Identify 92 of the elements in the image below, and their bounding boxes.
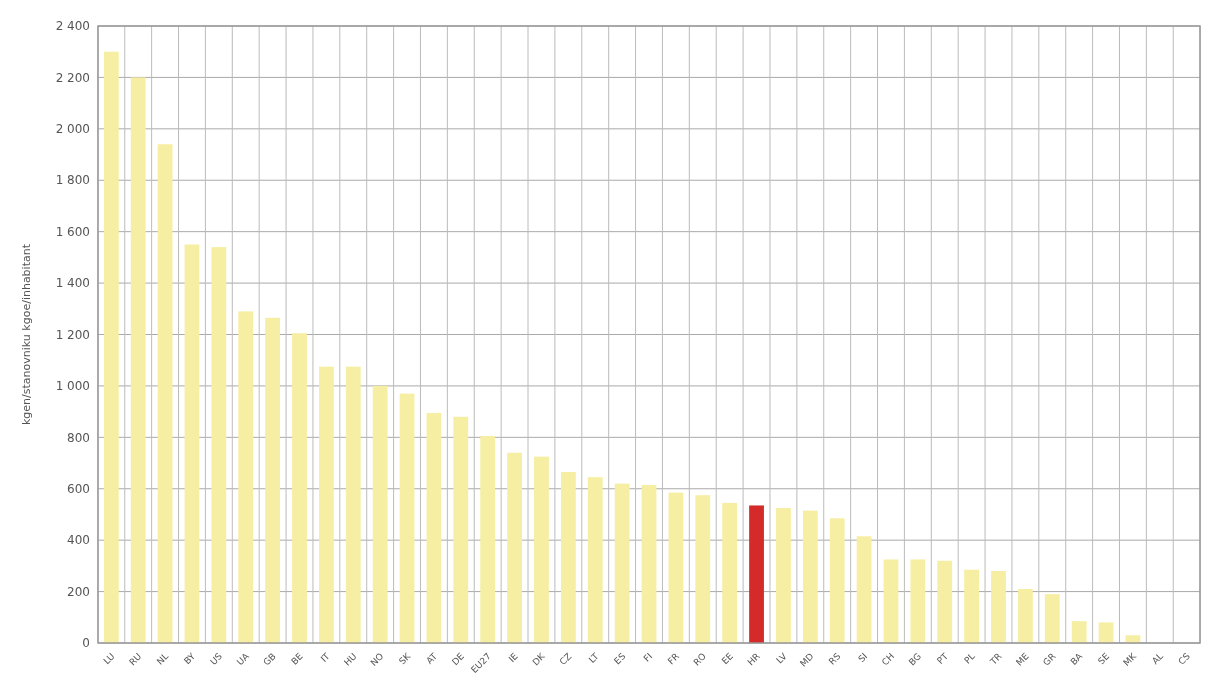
x-tick-label: TR bbox=[987, 651, 1004, 668]
bar bbox=[453, 416, 469, 643]
y-tick-label: 2 000 bbox=[55, 122, 90, 137]
bar bbox=[695, 495, 711, 643]
bar bbox=[883, 559, 899, 643]
y-tick-label: 2 400 bbox=[55, 19, 90, 34]
bar bbox=[856, 536, 872, 643]
bar bbox=[372, 385, 388, 643]
x-tick-label: FI bbox=[641, 651, 655, 664]
x-tick-label: LV bbox=[774, 650, 790, 666]
x-tick-label: EE bbox=[719, 650, 736, 667]
y-tick-label: 800 bbox=[67, 430, 90, 445]
x-tick-label: DE bbox=[450, 650, 467, 668]
x-tick-label: IT bbox=[318, 650, 332, 664]
y-tick-label: 2 200 bbox=[55, 70, 90, 85]
x-tick-label: CH bbox=[879, 651, 897, 668]
x-tick-label: MK bbox=[1121, 650, 1139, 668]
x-tick-label: SI bbox=[856, 651, 870, 665]
y-tick-label: 1 600 bbox=[55, 224, 90, 239]
x-tick-label: AL bbox=[1150, 651, 1166, 667]
bar bbox=[829, 518, 845, 643]
bar bbox=[238, 311, 254, 643]
bar bbox=[1044, 594, 1060, 643]
bar bbox=[668, 492, 684, 643]
y-tick-label: 600 bbox=[67, 481, 90, 496]
bar bbox=[426, 412, 442, 643]
bar bbox=[157, 144, 173, 643]
x-tick-label: ME bbox=[1014, 650, 1031, 668]
bar bbox=[130, 77, 146, 643]
bar bbox=[184, 244, 200, 643]
x-tick-label: NL bbox=[154, 651, 171, 667]
x-tick-label: LU bbox=[101, 651, 117, 667]
x-tick-label: UA bbox=[234, 650, 252, 668]
x-tick-label: GB bbox=[261, 651, 278, 668]
x-tick-label: HU bbox=[341, 651, 359, 668]
y-tick-label: 1 200 bbox=[55, 327, 90, 342]
bar bbox=[964, 569, 980, 643]
bar bbox=[587, 477, 603, 643]
x-tick-label: AT bbox=[424, 650, 440, 666]
bar bbox=[614, 483, 630, 643]
x-tick-label: CS bbox=[1176, 650, 1193, 667]
bar bbox=[345, 366, 361, 643]
bar bbox=[1017, 589, 1033, 643]
x-tick-label: DK bbox=[530, 650, 548, 668]
bar bbox=[641, 484, 657, 643]
x-tick-label: RO bbox=[691, 651, 708, 668]
x-tick-label: CZ bbox=[557, 651, 574, 668]
x-tick-label: NO bbox=[368, 651, 386, 669]
bar bbox=[1098, 622, 1114, 643]
x-tick-label: IE bbox=[506, 650, 521, 665]
x-tick-label: GR bbox=[1041, 651, 1058, 668]
x-tick-label: BG bbox=[906, 651, 924, 668]
bar bbox=[560, 472, 576, 643]
y-tick-label: 1 000 bbox=[55, 379, 90, 394]
x-tick-label: ES bbox=[612, 650, 628, 667]
x-tick-label: BA bbox=[1068, 650, 1085, 667]
bar bbox=[722, 502, 738, 643]
bar bbox=[480, 436, 496, 643]
x-tick-label: BY bbox=[182, 650, 198, 667]
x-tick-label: FR bbox=[665, 651, 682, 667]
x-tick-label: RS bbox=[826, 650, 843, 667]
y-tick-label: 1 400 bbox=[55, 276, 90, 291]
bar bbox=[292, 333, 307, 643]
bar bbox=[265, 317, 281, 643]
bar bbox=[211, 247, 227, 643]
x-tick-label: HR bbox=[745, 651, 762, 668]
bar bbox=[399, 393, 415, 643]
y-axis-title: kgen/stanovniku kgoe/inhabitant bbox=[20, 243, 33, 425]
x-tick-label: SK bbox=[396, 650, 414, 667]
y-tick-label: 400 bbox=[67, 533, 90, 548]
x-tick-label: BE bbox=[289, 650, 305, 667]
bar bbox=[802, 510, 818, 643]
x-tick-label: LT bbox=[586, 650, 601, 665]
x-tick-label: RU bbox=[127, 651, 144, 668]
bar bbox=[937, 560, 953, 643]
y-tick-label: 1 800 bbox=[55, 173, 90, 188]
x-tick-label: US bbox=[208, 650, 225, 667]
x-tick-label: PL bbox=[962, 651, 977, 666]
x-tick-label: MD bbox=[798, 651, 816, 669]
y-tick-label: 200 bbox=[67, 584, 90, 599]
bar bbox=[776, 508, 791, 643]
bar bbox=[749, 505, 764, 643]
bar bbox=[1071, 621, 1087, 643]
x-tick-label: PT bbox=[935, 650, 951, 666]
bar bbox=[991, 571, 1006, 643]
bar bbox=[910, 559, 926, 643]
bar bbox=[103, 51, 119, 643]
bar bbox=[507, 452, 522, 643]
y-tick-label: 0 bbox=[82, 636, 90, 651]
x-tick-label: SE bbox=[1096, 650, 1112, 667]
bar bbox=[318, 366, 334, 643]
bar bbox=[534, 456, 549, 643]
